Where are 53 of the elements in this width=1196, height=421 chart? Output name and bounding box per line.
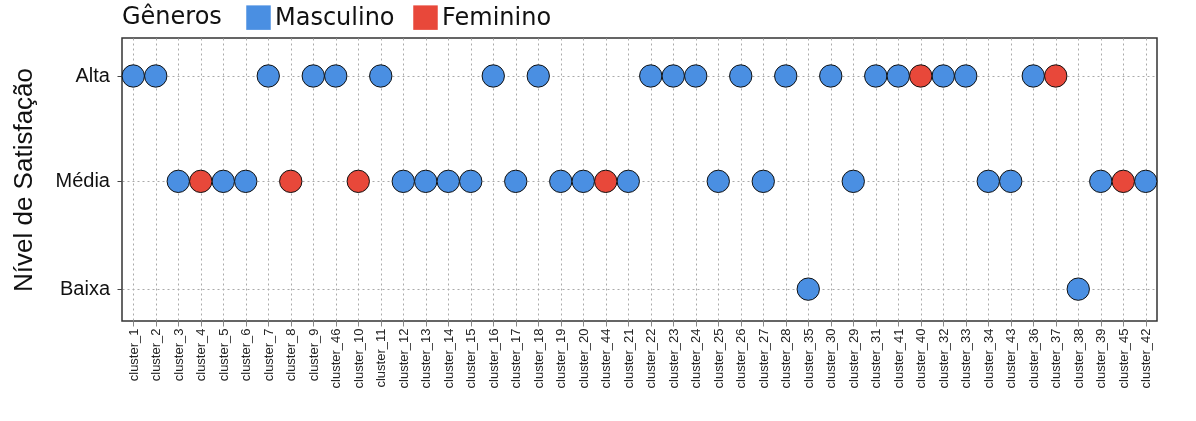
- x-tick-label: cluster_24: [688, 328, 704, 389]
- x-tick-label: cluster_11: [373, 328, 389, 388]
- x-tick-label: cluster_27: [755, 328, 771, 389]
- x-tick-label: cluster_15: [463, 328, 479, 389]
- x-tick-label: cluster_44: [598, 328, 614, 389]
- x-tick-label: cluster_3: [170, 328, 186, 382]
- x-tick-label: cluster_23: [665, 328, 681, 389]
- legend-title: Gêneros: [122, 2, 222, 30]
- x-tick-label: cluster_43: [1003, 328, 1019, 389]
- x-tick-label: cluster_33: [958, 328, 974, 389]
- x-tick-label: cluster_46: [328, 328, 344, 389]
- x-tick-label: cluster_12: [395, 328, 411, 389]
- x-tick-label: cluster_13: [418, 328, 434, 389]
- x-tick-label: cluster_5: [215, 328, 231, 382]
- x-tick-label: cluster_17: [508, 328, 524, 389]
- x-tick-label: cluster_45: [1115, 328, 1131, 389]
- x-tick-label: cluster_28: [778, 328, 794, 389]
- legend-label: Masculino: [275, 2, 395, 31]
- x-tick-label: cluster_14: [440, 328, 456, 389]
- x-tick-label: cluster_31: [868, 328, 884, 389]
- x-tick-label: cluster_19: [553, 328, 569, 389]
- x-tick-label: cluster_16: [485, 328, 501, 389]
- x-tick-label: cluster_38: [1070, 328, 1086, 389]
- x-tick-label: cluster_40: [913, 328, 929, 389]
- legend-label: Feminino: [442, 2, 552, 31]
- x-tick-label: cluster_42: [1138, 328, 1154, 389]
- x-tick-label: cluster_22: [643, 328, 659, 389]
- x-tick-label: cluster_1: [125, 328, 141, 382]
- x-tick-label: cluster_36: [1025, 328, 1041, 389]
- x-tick-label: cluster_39: [1093, 328, 1109, 389]
- x-tick-label: cluster_7: [260, 328, 276, 382]
- text: Média: [55, 169, 111, 192]
- x-tick-label: cluster_25: [710, 328, 726, 389]
- x-tick-label: cluster_2: [148, 328, 164, 382]
- x-tick-label: cluster_21: [620, 328, 636, 389]
- x-tick-label: cluster_30: [823, 328, 839, 389]
- x-tick-label: cluster_37: [1048, 328, 1064, 389]
- x-tick-label: cluster_4: [193, 328, 209, 382]
- text: Alta: [75, 63, 111, 86]
- x-tick-label: cluster_41: [890, 328, 906, 389]
- text: Baixa: [59, 277, 111, 300]
- x-tick-label: cluster_9: [305, 328, 321, 382]
- x-tick-label: cluster_26: [733, 328, 749, 389]
- x-tick-label: cluster_10: [350, 328, 366, 389]
- x-tick-label: cluster_8: [283, 328, 299, 382]
- y-axis-title: Nível de Satisfação: [8, 67, 38, 293]
- x-tick-label: cluster_6: [238, 328, 254, 382]
- x-tick-label: cluster_32: [935, 328, 951, 389]
- x-tick-label: cluster_20: [575, 328, 591, 389]
- x-tick-label: cluster_34: [980, 328, 996, 389]
- x-tick-label: cluster_29: [845, 328, 861, 389]
- x-tick-label: cluster_35: [800, 328, 816, 389]
- x-tick-label: cluster_18: [530, 328, 546, 389]
